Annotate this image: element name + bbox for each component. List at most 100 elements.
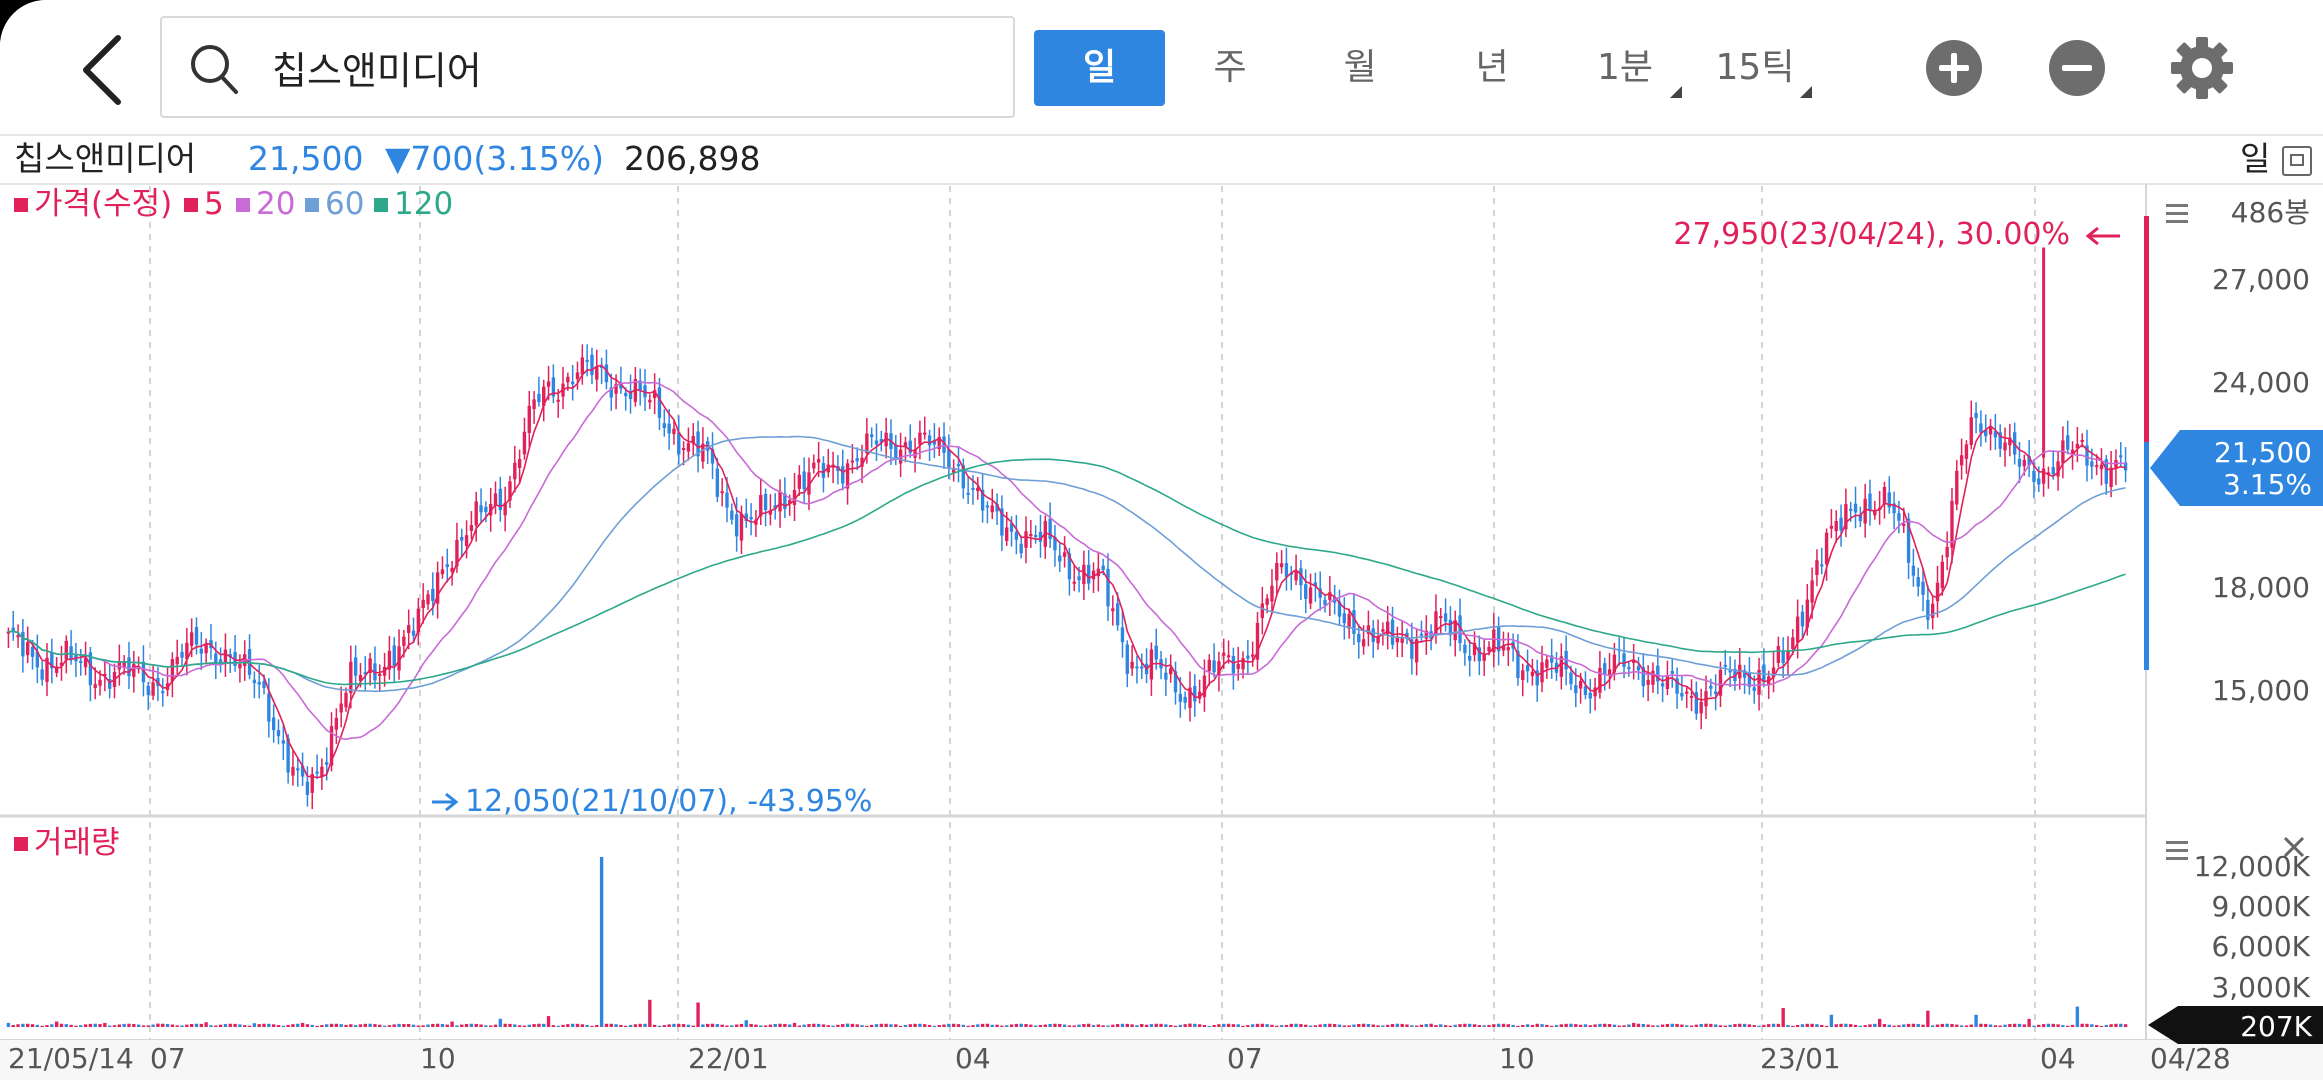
candle-body xyxy=(479,505,483,513)
volume-bar xyxy=(1048,1023,1052,1027)
candle-body xyxy=(1053,536,1057,551)
volume-bar xyxy=(1077,1024,1081,1027)
volume-bar xyxy=(1082,1023,1086,1027)
candle-body xyxy=(1279,563,1284,568)
volume-bar xyxy=(474,1023,478,1027)
volume-bar xyxy=(1617,1025,1621,1027)
volume-bar xyxy=(1839,1023,1843,1027)
volume-panel-close-icon[interactable] xyxy=(2283,836,2305,858)
candle-body xyxy=(2022,459,2026,467)
volume-bar xyxy=(1246,1025,1250,1027)
candle-body xyxy=(1463,644,1467,654)
volume-bar xyxy=(508,1023,512,1027)
candle-body xyxy=(1622,653,1626,667)
volume-bar xyxy=(1313,1025,1318,1027)
volume-bar xyxy=(980,1023,985,1027)
volume-legend-title: 거래량 xyxy=(34,825,120,861)
volume-bar xyxy=(358,1024,363,1027)
volume-bar xyxy=(1660,1024,1665,1027)
candle-body xyxy=(850,460,855,463)
volume-bar xyxy=(1058,1023,1062,1027)
volume-bar xyxy=(1250,1024,1255,1027)
back-arrow-icon[interactable] xyxy=(70,30,140,110)
volume-bar xyxy=(1371,1024,1375,1027)
search-input[interactable] xyxy=(272,32,972,102)
period-tab-minute[interactable]: 1분 xyxy=(1596,47,1654,88)
period-tab-month[interactable]: 월 xyxy=(1343,47,1377,88)
candle-body xyxy=(2032,470,2036,482)
period-tab-day[interactable]: 일 xyxy=(1034,30,1165,106)
chart-unit-label: 일 xyxy=(2240,139,2271,178)
volume-bar xyxy=(1395,1023,1400,1027)
volume-bar xyxy=(749,1023,753,1027)
fullscreen-toggle-icon[interactable] xyxy=(2282,146,2312,176)
volume-bar xyxy=(1747,1024,1752,1027)
volume-bar xyxy=(1521,1025,1525,1027)
legend-ma60: 60 xyxy=(325,186,364,222)
candle-body xyxy=(54,666,59,673)
zoom-in-button[interactable] xyxy=(1926,40,1982,96)
volume-bar xyxy=(83,1024,88,1027)
tick-dropdown-icon[interactable] xyxy=(1800,86,1812,98)
volume-bar xyxy=(1897,1025,1901,1027)
volume-bar xyxy=(672,1023,676,1027)
bar-count-label: 486봉 xyxy=(2231,196,2310,229)
candle-body xyxy=(976,487,980,492)
candle-body xyxy=(21,631,25,657)
volume-bar xyxy=(353,1025,358,1027)
volume-bar xyxy=(1795,1024,1800,1027)
volume-bar xyxy=(522,1025,527,1027)
volume-bar xyxy=(16,1024,20,1027)
price-panel-menu-icon[interactable] xyxy=(2166,204,2188,223)
volume-bar xyxy=(1289,1023,1293,1027)
period-tab-year[interactable]: 년 xyxy=(1475,47,1509,88)
volume-bar xyxy=(1029,1024,1033,1027)
volume-bar xyxy=(648,999,652,1027)
candle-body xyxy=(1569,672,1573,685)
candle-body xyxy=(108,678,112,689)
volume-bar xyxy=(1390,1023,1395,1027)
volume-bar xyxy=(2085,1023,2089,1027)
candle-body xyxy=(262,681,266,689)
candle-body xyxy=(696,431,700,457)
volume-bar xyxy=(990,1024,994,1027)
volume-bar xyxy=(527,1024,531,1027)
zoom-out-button[interactable] xyxy=(2049,40,2105,96)
volume-panel-menu-icon[interactable] xyxy=(2166,841,2188,860)
candle-body xyxy=(604,364,609,383)
volume-bar xyxy=(1419,1024,1424,1027)
volume-bar xyxy=(296,1023,300,1027)
period-tab-tick[interactable]: 15틱 xyxy=(1715,47,1795,88)
svg-text:27,950(23/04/24), 30.00%: 27,950(23/04/24), 30.00% xyxy=(1673,217,2070,252)
minute-dropdown-icon[interactable] xyxy=(1670,86,1682,98)
candle-body xyxy=(358,675,363,682)
candle-body xyxy=(1178,693,1183,702)
volume-bar xyxy=(141,1025,146,1027)
candle-body xyxy=(1660,683,1665,687)
candle-body xyxy=(334,717,339,730)
candle-body xyxy=(296,768,300,771)
volume-bar xyxy=(1733,1024,1737,1027)
volume-bar xyxy=(1988,1024,1993,1027)
candle-body xyxy=(2003,442,2007,451)
volume-bar xyxy=(1024,1024,1028,1027)
volume-bar xyxy=(1014,1023,1019,1027)
candle-body xyxy=(175,656,179,665)
stock-search-box[interactable] xyxy=(160,16,1015,118)
candle-body xyxy=(1926,599,1930,620)
volume-bar xyxy=(2066,1025,2070,1027)
volume-bar xyxy=(1945,1023,1949,1027)
candle-body xyxy=(1675,678,1679,694)
volume-bar xyxy=(1260,1023,1265,1027)
candle-body xyxy=(1125,644,1129,674)
candle-body xyxy=(841,466,845,484)
candle-body xyxy=(267,693,271,722)
candle-body xyxy=(1921,581,1925,595)
settings-gear-icon[interactable] xyxy=(2168,34,2236,102)
volume-bar xyxy=(1776,1023,1781,1027)
volume-bar xyxy=(1810,1023,1814,1027)
candle-body xyxy=(932,440,937,445)
search-icon[interactable] xyxy=(186,38,242,98)
period-tab-week[interactable]: 주 xyxy=(1213,47,1247,88)
